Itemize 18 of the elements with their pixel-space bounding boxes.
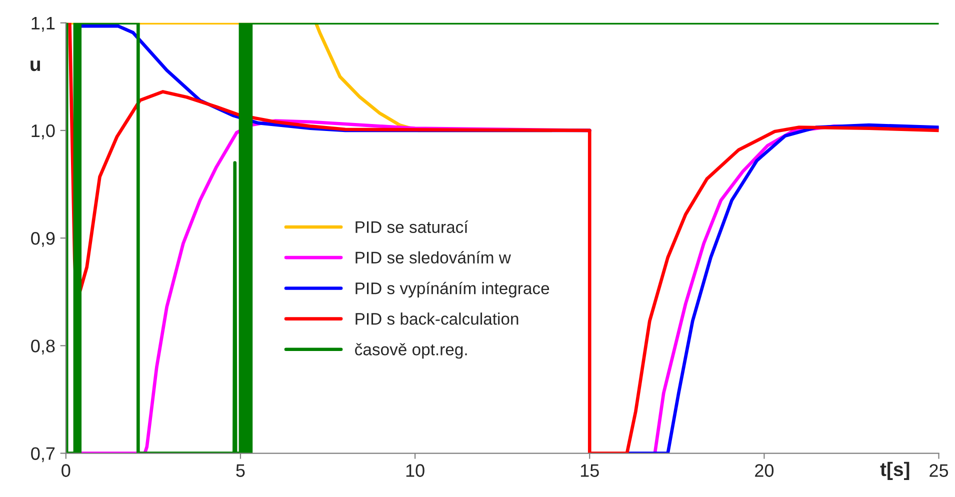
y-tick-label: 0,8 (31, 340, 55, 355)
legend-label: PID s vypínáním integrace (356, 282, 550, 298)
x-tick-label: 15 (580, 464, 599, 477)
x-tick-label: 0 (62, 464, 70, 477)
legend-label: PID se saturací (356, 220, 468, 233)
x-axis-title: t[s] (880, 462, 910, 480)
legend-label: PID se sledováním w (356, 251, 511, 264)
x-tick-label: 10 (406, 464, 424, 477)
y-tick-label: 1,1 (32, 16, 55, 32)
x-tick-label: 25 (930, 464, 948, 477)
x-tick-label: 20 (755, 464, 774, 477)
legend-label: PID s back-calculation (356, 312, 518, 325)
legend-label: časově opt.reg. (355, 343, 467, 359)
y-axis-title: u (30, 60, 40, 72)
y-tick-label: 0,9 (31, 232, 55, 247)
y-tick-label: 1,0 (32, 124, 55, 140)
x-tick-label: 5 (236, 464, 245, 477)
y-tick-label: 0,7 (31, 447, 55, 462)
